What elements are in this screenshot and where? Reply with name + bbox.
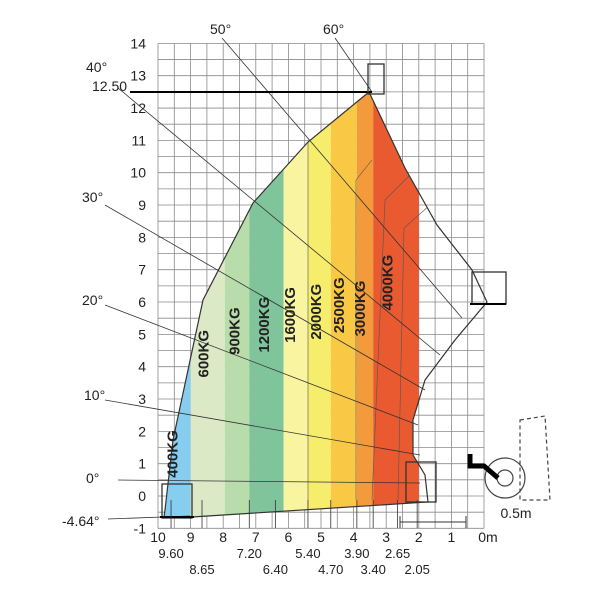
load-zone-1600kg xyxy=(283,92,308,517)
angle-label-40: 40° xyxy=(86,59,107,75)
zone-label-600kg: 600KG xyxy=(196,330,213,378)
zone-label-1600kg: 1600KG xyxy=(282,287,299,343)
load-zone-3000kg xyxy=(356,92,374,517)
angle-label-10: 10° xyxy=(84,387,105,403)
zone-label-2000kg: 2000KG xyxy=(308,284,325,340)
y-tick-label: 0 xyxy=(138,488,146,504)
angle-line-50 xyxy=(221,37,463,319)
x-sub-label: 8.65 xyxy=(189,562,214,577)
angle-line-40 xyxy=(117,87,441,356)
angle-labels: 0° 10° 20° 30° 40° 50° 60° -4.64° 12.50 … xyxy=(62,21,532,529)
front-wheel xyxy=(484,457,526,499)
x-tick-label: 10 xyxy=(150,529,166,545)
boom-head-right xyxy=(471,271,507,305)
x-tick-label: 3 xyxy=(382,529,390,545)
x-sub-label: 2.65 xyxy=(385,546,410,561)
y-tick-label: 8 xyxy=(138,229,146,245)
reach-envelope-outline xyxy=(163,91,488,518)
zone-boundary xyxy=(371,174,411,501)
angle-line-30 xyxy=(104,204,426,391)
angle-line-20 xyxy=(104,304,419,426)
fork-arm xyxy=(467,454,500,480)
x-axis-ticks: 10 9 8 7 6 5 4 3 2 1 0m xyxy=(150,529,498,545)
zone-boundary xyxy=(397,204,431,501)
x-tick-label: 8 xyxy=(219,529,227,545)
x-sub-label: 2.05 xyxy=(405,562,430,577)
angle-line-10 xyxy=(104,399,421,456)
x-tick-label: 2 xyxy=(415,529,423,545)
boom-head-bottom xyxy=(405,461,437,503)
x-tick-label: 6 xyxy=(285,529,293,545)
angle-label-30: 30° xyxy=(82,189,103,205)
y-tick-label: 10 xyxy=(130,165,146,181)
angle-line-60 xyxy=(334,37,373,93)
x-sub-label: 7.20 xyxy=(237,546,262,561)
boom-head-top xyxy=(367,63,385,95)
y-tick-label: 14 xyxy=(130,35,146,51)
x-tick-label: 9 xyxy=(187,529,195,545)
y-tick-label: 1 xyxy=(138,456,146,472)
zone-label-4000kg: 4000KG xyxy=(380,255,397,311)
y-tick-label: 13 xyxy=(130,68,146,84)
zone-label-2500kg: 2500KG xyxy=(331,277,348,333)
x-tick-label: 1 xyxy=(448,529,456,545)
x-sub-label: 5.40 xyxy=(295,546,320,561)
y-tick-label: 2 xyxy=(138,423,146,439)
y-tick-label: 3 xyxy=(138,391,146,407)
y-tick-label: -1 xyxy=(134,520,147,536)
zone-label-900kg: 900KG xyxy=(227,307,244,355)
x-sub-label: 3.40 xyxy=(361,562,386,577)
x-sub-label: 4.70 xyxy=(318,562,343,577)
machine-body xyxy=(519,415,551,501)
x-sub-label: 6.40 xyxy=(263,562,288,577)
y-tick-label: 6 xyxy=(138,294,146,310)
angle-line-0 xyxy=(117,479,421,484)
angle-label-neg: -4.64° xyxy=(62,513,100,529)
scale-note: 0.5m xyxy=(500,505,531,521)
zone-label-1200kg: 1200KG xyxy=(256,297,273,353)
angle-label-0: 0° xyxy=(86,470,99,486)
angle-label-20: 20° xyxy=(82,292,103,308)
load-zone-2000kg xyxy=(307,92,331,517)
y-tick-label: 7 xyxy=(138,262,146,278)
x-tick-label: 5 xyxy=(317,529,325,545)
zone-boundary xyxy=(355,159,373,500)
x-tick-label: 4 xyxy=(350,529,358,545)
y-tick-label: 5 xyxy=(138,326,146,342)
load-zone-1200kg xyxy=(249,92,284,517)
y-tick-label: 12 xyxy=(130,100,146,116)
y-tick-label: 11 xyxy=(131,132,146,148)
outrigger-markers xyxy=(160,63,507,519)
y-tick-label: 9 xyxy=(138,197,146,213)
x-tick-label: 0m xyxy=(478,529,497,545)
load-zone-900kg xyxy=(224,92,250,517)
angle-lines xyxy=(104,37,463,520)
zone-label-400kg: 400KG xyxy=(165,430,182,478)
zone-labels: 400KG 600KG 900KG 1200KG 1600KG 2000KG 2500KG 3… xyxy=(165,255,397,478)
x-tick-label: 7 xyxy=(252,529,260,545)
scale-indicator xyxy=(399,516,467,528)
zone-label-3000kg: 3000KG xyxy=(352,281,369,337)
machine-silhouette xyxy=(467,415,551,501)
y-tick-label: 4 xyxy=(138,359,146,375)
x-axis-sub-labels-row1: 9.60 7.20 5.40 3.90 2.65 xyxy=(158,546,410,561)
angle-label-60: 60° xyxy=(323,21,344,37)
load-zone-2500kg xyxy=(330,92,357,517)
x-sub-label: 9.60 xyxy=(158,546,183,561)
x-axis-sub-labels-row2: 8.65 6.40 4.70 3.40 2.05 xyxy=(170,500,430,577)
load-zone-600kg xyxy=(190,92,225,517)
x-sub-label: 3.90 xyxy=(344,546,369,561)
height-label-12-50: 12.50 xyxy=(92,78,127,94)
angle-label-50: 50° xyxy=(210,21,231,37)
